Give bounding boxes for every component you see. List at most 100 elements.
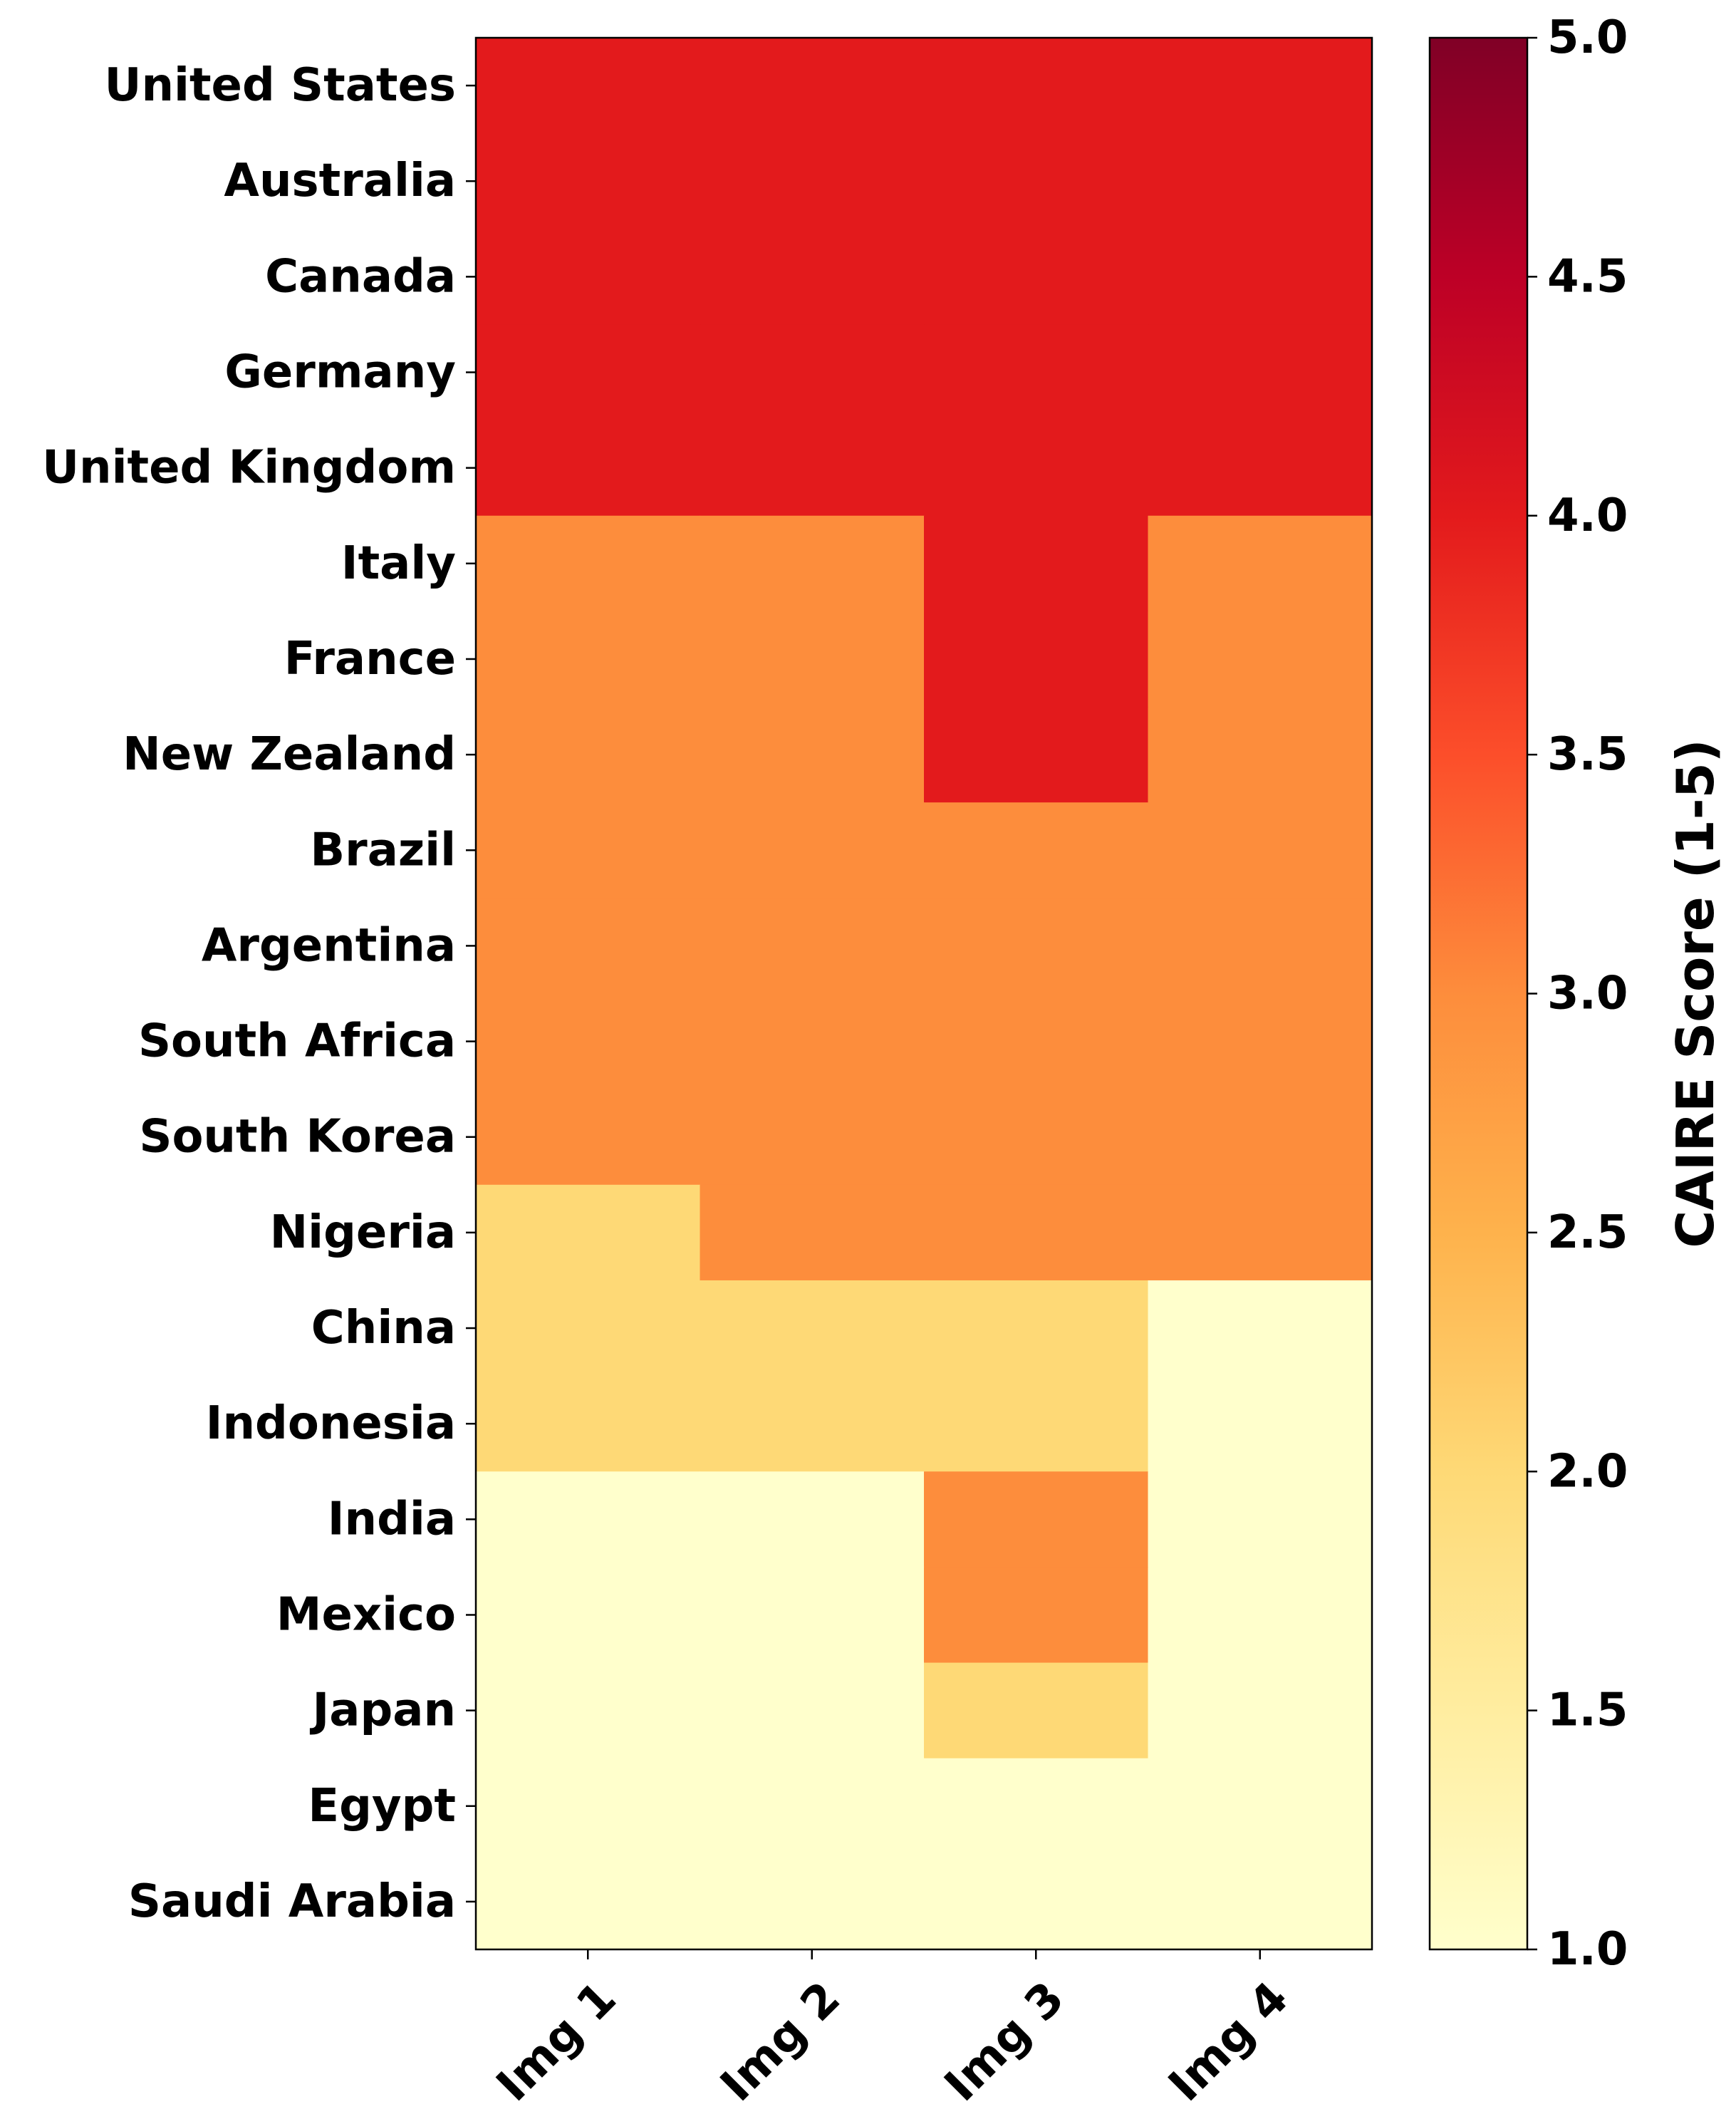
- y-axis: United States Australia Canada Germany Unite…: [42, 59, 476, 1928]
- plot-frame: [474, 36, 1373, 1951]
- heatmap-cell-brazil-img-1: [476, 802, 701, 898]
- y-tick-label-germany: Germany: [224, 346, 456, 399]
- heatmap-cell-italy-img-4: [1148, 515, 1373, 612]
- heatmap-cell-new-zealand-img-2: [700, 707, 925, 803]
- y-tick-label-egypt: Egypt: [308, 1780, 456, 1833]
- heatmap-cell-canada-img-3: [924, 229, 1149, 326]
- y-tick-label-france: France: [284, 633, 456, 685]
- y-tick-label-china: China: [311, 1302, 456, 1354]
- heatmap-cell-argentina-img-4: [1148, 898, 1373, 995]
- heatmap-cell-nigeria-img-4: [1148, 1184, 1373, 1281]
- heatmap-cell-south-africa-img-1: [476, 993, 701, 1090]
- heatmap-cell-saudi-arabia-img-4: [1148, 1853, 1373, 1950]
- heatmap-cell-japan-img-2: [700, 1662, 925, 1759]
- colorbar-tick-label: 1.0: [1547, 1923, 1628, 1976]
- heatmap-cell-china-img-1: [476, 1280, 701, 1377]
- heatmap-cell-egypt-img-3: [924, 1758, 1149, 1855]
- heatmap-cell-brazil-img-4: [1148, 802, 1373, 898]
- heatmap-cell-canada-img-4: [1148, 229, 1373, 326]
- colorbar-tick-label: 2.0: [1547, 1445, 1628, 1498]
- y-tick-label-new-zealand: New Zealand: [123, 728, 456, 781]
- x-tick-label-img-3: Img 3: [935, 1972, 1074, 2112]
- heatmap-cell-india-img-2: [700, 1471, 925, 1568]
- colorbar-tick-label: 3.5: [1547, 728, 1628, 781]
- x-tick-label-img-1: Img 1: [487, 1972, 626, 2112]
- heatmap-cell-germany-img-1: [476, 324, 701, 421]
- x-tick-label-img-2: Img 2: [711, 1972, 851, 2112]
- heatmap-cell-japan-img-4: [1148, 1662, 1373, 1759]
- heatmap-cell-united-kingdom-img-1: [476, 420, 701, 517]
- heatmap-cell-australia-img-2: [700, 133, 925, 229]
- y-tick-label-south-africa: South Africa: [138, 1015, 456, 1068]
- y-tick-label-united-kingdom: United Kingdom: [42, 442, 456, 494]
- heatmap-cell-mexico-img-1: [476, 1567, 701, 1664]
- y-tick-label-india: India: [328, 1493, 456, 1545]
- y-tick-label-italy: Italy: [341, 537, 456, 590]
- heatmap-cell-south-korea-img-4: [1148, 1089, 1373, 1186]
- colorbar-ticks: 1.0 1.5 2.0 2.5 3.0 3.5 4.0 4.5 5.0: [1527, 11, 1628, 1976]
- heatmap-cell-argentina-img-3: [924, 898, 1149, 995]
- heatmap-cell-new-zealand-img-3: [924, 707, 1149, 803]
- heatmap-cell-saudi-arabia-img-3: [924, 1853, 1149, 1950]
- colorbar-tick-label: 3.0: [1547, 968, 1628, 1020]
- heatmap-cell-indonesia-img-2: [700, 1376, 925, 1472]
- x-tick-label-img-4: Img 4: [1159, 1972, 1299, 2112]
- y-tick-label-mexico: Mexico: [276, 1588, 456, 1641]
- heatmap-cell-canada-img-2: [700, 229, 925, 326]
- heatmap-cell-australia-img-4: [1148, 133, 1373, 229]
- heatmap-cell-india-img-4: [1148, 1471, 1373, 1568]
- y-tick-label-japan: Japan: [309, 1684, 456, 1737]
- heatmap-cell-argentina-img-1: [476, 898, 701, 995]
- heatmap-cell-germany-img-2: [700, 324, 925, 421]
- heatmap-cell-egypt-img-2: [700, 1758, 925, 1855]
- colorbar-tick-label: 2.5: [1547, 1206, 1628, 1259]
- y-tick-label-south-korea: South Korea: [139, 1111, 456, 1164]
- heatmap-cell-indonesia-img-1: [476, 1376, 701, 1472]
- heatmap-cell-mexico-img-4: [1148, 1567, 1373, 1664]
- colorbar-gradient: [1428, 36, 1529, 1951]
- y-tick-label-argentina: Argentina: [202, 919, 456, 972]
- heatmap-cell-south-korea-img-1: [476, 1089, 701, 1186]
- heatmap-cell-italy-img-2: [700, 515, 925, 612]
- heatmap-cell-united-states-img-2: [700, 38, 925, 134]
- heatmap-cell-italy-img-1: [476, 515, 701, 612]
- heatmap-cell-china-img-3: [924, 1280, 1149, 1377]
- y-tick-label-indonesia: Indonesia: [206, 1397, 456, 1450]
- heatmap-cell-indonesia-img-3: [924, 1376, 1149, 1472]
- heatmap-cell-china-img-2: [700, 1280, 925, 1377]
- heatmap-cell-egypt-img-4: [1148, 1758, 1373, 1855]
- heatmap-cell-egypt-img-1: [476, 1758, 701, 1855]
- colorbar-tick-label: 4.0: [1547, 489, 1628, 542]
- heatmap-cell-france-img-4: [1148, 611, 1373, 708]
- heatmap-cell-india-img-3: [924, 1471, 1149, 1568]
- heatmap-cell-united-kingdom-img-3: [924, 420, 1149, 517]
- y-tick-label-australia: Australia: [224, 155, 456, 207]
- heatmap-cell-saudi-arabia-img-2: [700, 1853, 925, 1950]
- heatmap-cell-south-africa-img-3: [924, 993, 1149, 1090]
- heatmap-cell-australia-img-1: [476, 133, 701, 229]
- heatmap-cell-united-states-img-4: [1148, 38, 1373, 134]
- colorbar-tick-label: 1.5: [1547, 1684, 1628, 1737]
- heatmap-cell-south-africa-img-4: [1148, 993, 1373, 1090]
- heatmap-cell-mexico-img-3: [924, 1567, 1149, 1664]
- heatmap-cell-united-kingdom-img-4: [1148, 420, 1373, 517]
- heatmap-cell-china-img-4: [1148, 1280, 1373, 1377]
- heatmap-cell-brazil-img-2: [700, 802, 925, 898]
- heatmap-cell-japan-img-1: [476, 1662, 701, 1759]
- y-tick-label-nigeria: Nigeria: [270, 1206, 456, 1259]
- heatmap-cell-united-states-img-3: [924, 38, 1149, 134]
- heatmap-cell-new-zealand-img-4: [1148, 707, 1373, 803]
- heatmap-cell-argentina-img-2: [700, 898, 925, 995]
- x-axis: Img 1 Img 2 Img 3 Img 4: [487, 1949, 1299, 2112]
- heatmap-cell-indonesia-img-4: [1148, 1376, 1373, 1472]
- heatmap-cell-australia-img-3: [924, 133, 1149, 229]
- colorbar-tick-label: 4.5: [1547, 250, 1628, 303]
- heatmap-cell-south-korea-img-3: [924, 1089, 1149, 1186]
- heatmap-cell-nigeria-img-2: [700, 1184, 925, 1281]
- heatmap-cell-italy-img-3: [924, 515, 1149, 612]
- colorbar: 1.0 1.5 2.0 2.5 3.0 3.5 4.0 4.5 5.0 CAIRE Score …: [1428, 11, 1725, 1976]
- y-tick-label-brazil: Brazil: [310, 824, 456, 876]
- heatmap-cell-germany-img-4: [1148, 324, 1373, 421]
- heatmap-cell-france-img-2: [700, 611, 925, 708]
